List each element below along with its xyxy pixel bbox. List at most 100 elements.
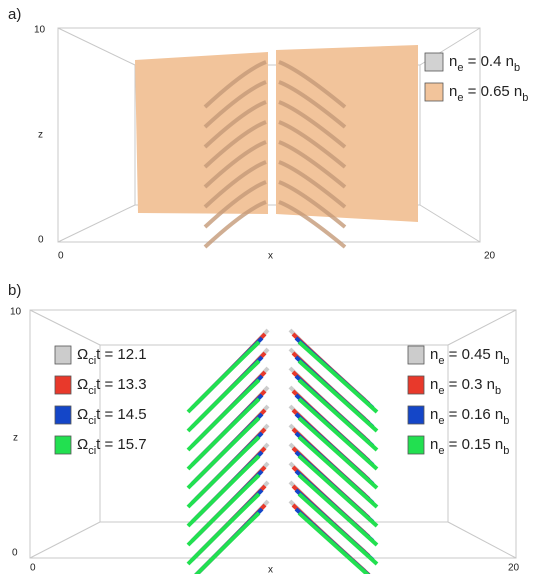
- x-label: x: [268, 251, 273, 262]
- z-label: z: [13, 433, 18, 444]
- legend-label: ne = 0.3 nb: [430, 376, 501, 397]
- legend-label: Ωcit = 14.5: [77, 406, 147, 427]
- label-part: ci: [88, 445, 96, 457]
- streak: [297, 435, 379, 509]
- streak: [297, 454, 379, 528]
- legend-swatch: [407, 345, 425, 365]
- legend-swatch: [407, 405, 425, 425]
- label-part: b: [503, 415, 509, 427]
- label-part: = 0.15 n: [444, 436, 503, 453]
- streak: [203, 100, 267, 149]
- label-part: b: [503, 445, 509, 457]
- streak: [297, 340, 379, 414]
- x-label: x: [268, 565, 273, 574]
- legend-label: ne = 0.15 nb: [430, 436, 509, 457]
- label-part: e: [438, 385, 444, 397]
- label-part: e: [457, 92, 463, 104]
- streaks-b: [186, 328, 379, 574]
- label-part: n: [430, 346, 438, 363]
- legend-swatch: [424, 82, 444, 102]
- streak: [186, 473, 261, 547]
- streak: [297, 492, 379, 566]
- legend-swatch: [424, 52, 444, 72]
- streak: [203, 180, 267, 229]
- streak: [203, 160, 267, 209]
- label-part: e: [438, 355, 444, 367]
- label-part: t = 15.7: [96, 436, 146, 453]
- label-part: t = 12.1: [96, 346, 146, 363]
- label-part: ci: [88, 385, 96, 397]
- streak: [297, 359, 379, 433]
- legend-label: ne = 0.65 nb: [449, 83, 528, 104]
- streak: [186, 397, 261, 471]
- label-part: = 0.45 n: [444, 346, 503, 363]
- streak: [186, 416, 261, 490]
- streak: [278, 180, 347, 229]
- streak: [203, 140, 267, 189]
- z-tick: 0: [12, 548, 18, 559]
- streak: [203, 80, 267, 129]
- label-part: = 0.65 n: [463, 83, 522, 100]
- legend-swatch: [54, 345, 72, 365]
- streak: [278, 100, 347, 149]
- legend-swatch: [407, 375, 425, 395]
- streak: [297, 397, 379, 471]
- label-part: ci: [88, 355, 96, 367]
- streak: [194, 511, 261, 574]
- label-part: b: [503, 355, 509, 367]
- z-tick: 0: [38, 235, 44, 246]
- label-part: b: [495, 385, 501, 397]
- panel-label: a): [8, 6, 21, 23]
- streak: [278, 200, 347, 249]
- label-part: n: [449, 83, 457, 100]
- streak: [297, 416, 379, 490]
- label-part: e: [438, 415, 444, 427]
- legend-swatch: [407, 435, 425, 455]
- x-tick: 0: [58, 251, 64, 262]
- label-part: = 0.16 n: [444, 406, 503, 423]
- streak: [278, 80, 347, 129]
- streaks-a: [203, 60, 347, 249]
- label-part: ci: [88, 415, 96, 427]
- label-part: n: [449, 53, 457, 70]
- panel-label: b): [8, 282, 21, 299]
- isosurface: [135, 52, 268, 214]
- x-tick: 0: [30, 563, 36, 574]
- streak: [297, 378, 379, 452]
- legend-swatch: [54, 375, 72, 395]
- streak: [297, 473, 379, 547]
- legend-swatch: [54, 435, 72, 455]
- streak: [203, 120, 267, 169]
- label-part: e: [438, 445, 444, 457]
- label-part: = 0.3 n: [444, 376, 494, 393]
- streak: [186, 359, 261, 433]
- legend-label: Ωcit = 15.7: [77, 436, 147, 457]
- box-b: [29, 309, 517, 559]
- legend-label: ne = 0.4 nb: [449, 53, 520, 74]
- streak: [278, 160, 347, 209]
- streak: [186, 340, 261, 414]
- x-tick: 20: [508, 563, 520, 574]
- legend-label: Ωcit = 12.1: [77, 346, 147, 367]
- legend-label: Ωcit = 13.3: [77, 376, 147, 397]
- legend-label: ne = 0.45 nb: [430, 346, 509, 367]
- streak: [186, 378, 261, 452]
- z-label: z: [38, 130, 43, 141]
- streak: [186, 492, 261, 566]
- label-part: b: [522, 92, 528, 104]
- label-part: t = 14.5: [96, 406, 146, 423]
- streak: [203, 200, 267, 249]
- streak: [278, 140, 347, 189]
- x-tick: 20: [484, 251, 496, 262]
- z-tick: 10: [34, 25, 46, 36]
- label-part: Ω: [77, 346, 88, 363]
- label-part: Ω: [77, 406, 88, 423]
- label-part: = 0.4 n: [463, 53, 513, 70]
- label-part: n: [430, 406, 438, 423]
- label-part: n: [430, 436, 438, 453]
- isosurface: [276, 45, 418, 222]
- label-part: e: [457, 62, 463, 74]
- label-part: Ω: [77, 376, 88, 393]
- legend-swatch: [54, 405, 72, 425]
